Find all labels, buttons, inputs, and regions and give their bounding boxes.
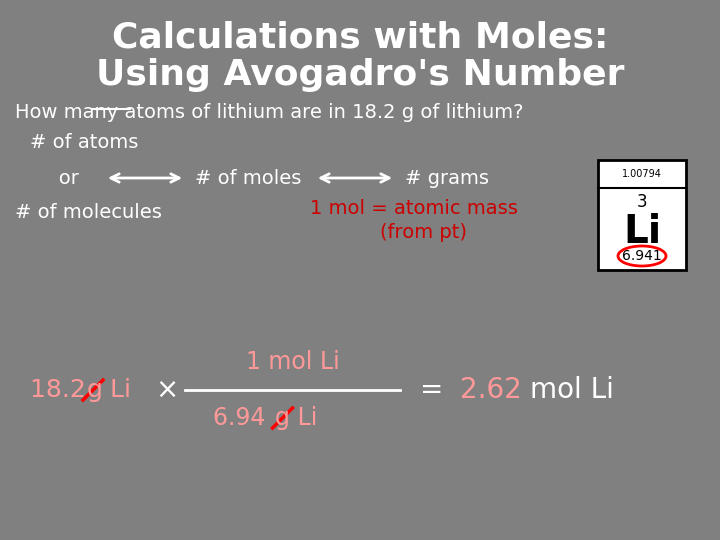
Text: 1 mol Li: 1 mol Li [246,350,339,374]
Text: # grams: # grams [405,168,489,187]
Text: Calculations with Moles:: Calculations with Moles: [112,21,608,55]
Text: ×: × [155,376,179,404]
Text: g: g [274,406,289,430]
Text: 1 mol = atomic mass: 1 mol = atomic mass [310,199,518,218]
Text: 3: 3 [636,193,647,211]
Text: g: g [87,378,103,402]
Text: (from pt): (from pt) [380,222,467,241]
Text: # of atoms: # of atoms [30,133,138,152]
Text: =: = [420,376,444,404]
Text: 18.2: 18.2 [30,378,94,402]
Text: 1.00794: 1.00794 [622,169,662,179]
Text: 6.941: 6.941 [622,249,662,263]
Text: # of moles: # of moles [195,168,302,187]
Text: Using Avogadro's Number: Using Avogadro's Number [96,58,624,92]
Bar [598,160,686,270]
Text: # of molecules: # of molecules [15,204,162,222]
Text: Li: Li [290,406,318,430]
Text: mol Li: mol Li [530,376,614,404]
Text: or: or [40,168,79,187]
Text: Li: Li [623,213,661,251]
Text: How many atoms of lithium are in 18.2 g of lithium?: How many atoms of lithium are in 18.2 g … [15,104,523,123]
Text: Li: Li [102,378,131,402]
Text: 6.94: 6.94 [212,406,272,430]
Text: 2.62: 2.62 [460,376,522,404]
